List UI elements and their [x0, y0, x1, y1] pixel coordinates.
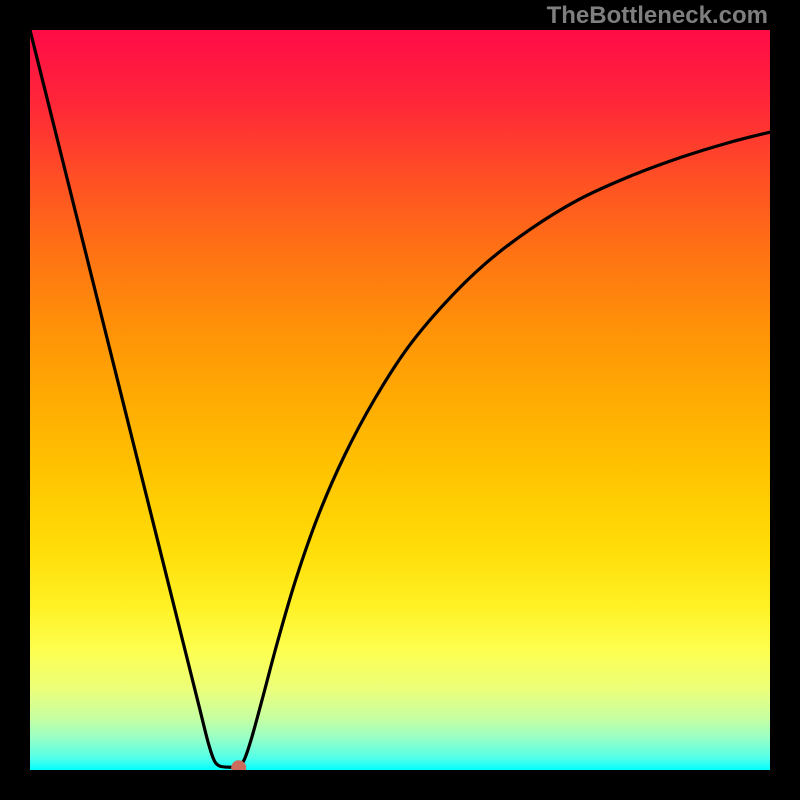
gradient-and-curve-svg: [30, 30, 770, 770]
gradient-background: [30, 30, 770, 770]
watermark-text: TheBottleneck.com: [547, 2, 768, 30]
plot-area: [30, 30, 770, 770]
